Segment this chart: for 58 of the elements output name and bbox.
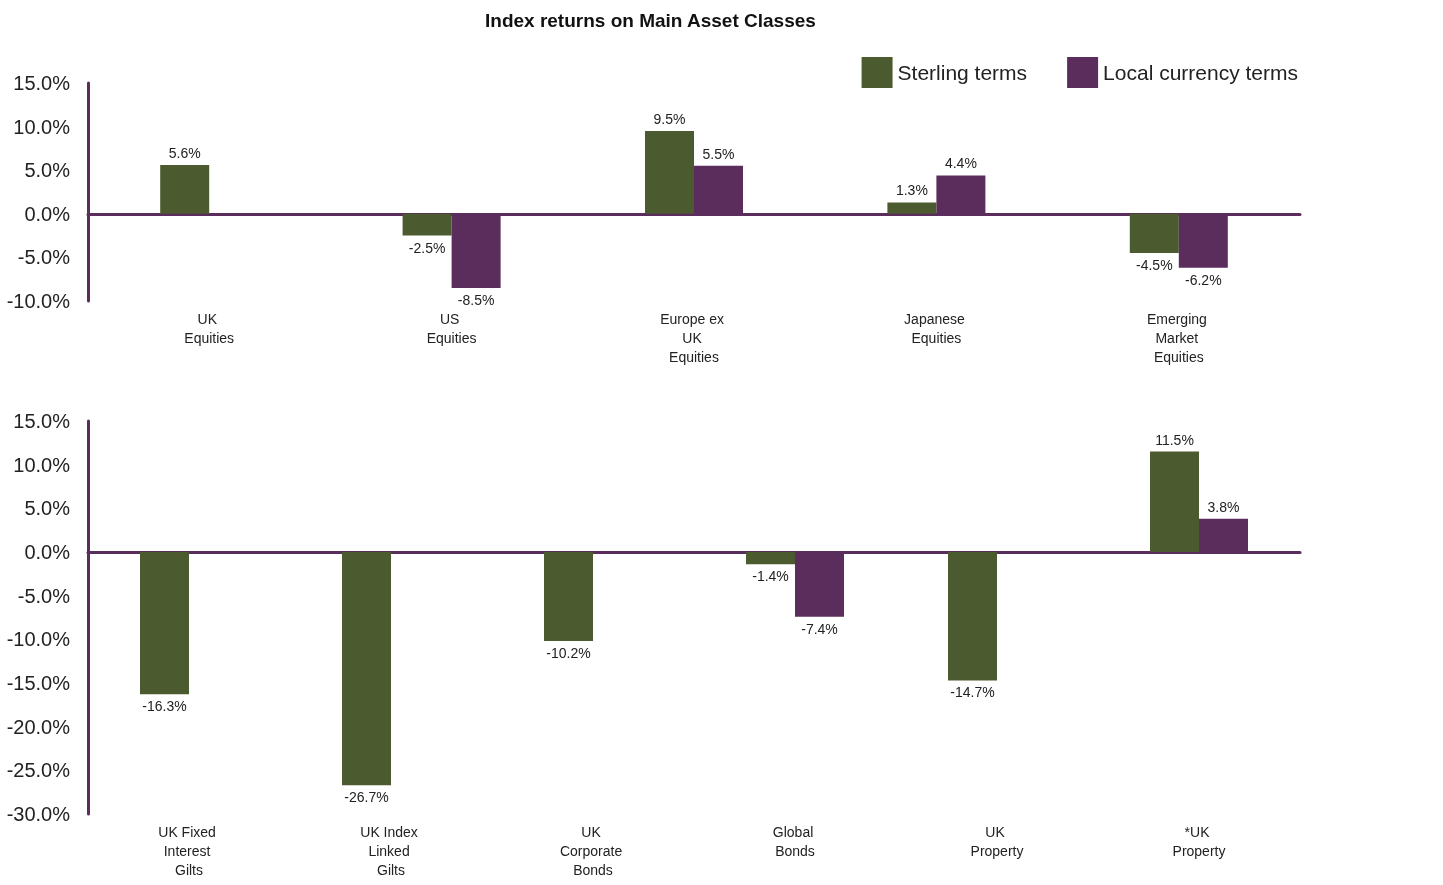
data-label: 5.6% [168,144,201,161]
x-tick-label: US Equities [426,310,477,346]
x-tick-label: UK Property [970,823,1024,859]
bar [160,164,210,214]
y-tick-label: -30.0% [6,803,71,825]
data-label: -8.5% [457,291,495,308]
data-label: -16.3% [142,698,187,715]
data-label: -4.5% [1136,257,1173,274]
data-label: 4.4% [944,155,977,172]
y-tick-label: -25.0% [6,759,71,782]
data-label: -6.2% [1185,271,1222,288]
data-label: -10.2% [546,645,591,662]
chart-title: Index returns on Main Asset Classes [485,10,816,31]
y-tick-label: 0.0% [24,541,71,563]
bar [645,130,694,214]
y-tick-label: -5.0% [17,246,71,269]
bar [544,552,593,642]
y-tick-label: -15.0% [6,672,71,694]
data-label: -7.4% [801,620,838,637]
bar [887,202,937,214]
y-tick-label: 10.0% [13,453,71,476]
x-tick-label: UK Fixed Interest Gilts [158,823,220,878]
y-tick-label: 5.0% [24,497,71,520]
y-tick-label: 0.0% [24,202,71,225]
bar [1129,213,1179,254]
data-label: 11.5% [1155,431,1194,448]
y-tick-label: -10.0% [6,290,71,312]
data-label: -1.4% [752,568,789,585]
y-tick-label: 10.0% [13,115,71,138]
data-label: 3.8% [1207,498,1240,515]
x-tick-label: UK Corporate Bonds [559,823,627,878]
bar [746,552,795,565]
bar [948,552,997,681]
bar [1150,451,1199,552]
bar [342,552,391,786]
legend-label: Local currency terms [1103,61,1299,84]
x-tick-label: Global Bonds [772,823,818,859]
x-tick-label: UK Equities [184,310,235,346]
y-tick-label: 15.0% [13,72,71,94]
data-label: -26.7% [344,789,389,806]
data-label: 1.3% [895,182,928,199]
legend-label: Sterling terms [897,61,1028,84]
x-tick-label: Europe ex UK Equities [660,310,728,365]
x-tick-label: Japanese Equities [904,310,969,346]
y-tick-label: -20.0% [6,715,71,738]
data-label: 5.5% [702,145,735,162]
y-tick-label: -5.0% [17,584,71,607]
x-tick-label: Emerging Market Equities [1146,310,1211,365]
x-tick-label: *UK Property [1172,823,1226,859]
y-tick-label: 15.0% [13,410,71,432]
data-label: -2.5% [408,239,446,256]
bar [402,213,452,236]
data-label: -14.7% [950,684,995,701]
data-label: 9.5% [653,110,686,127]
x-tick-label: UK Index Linked Gilts [360,823,422,878]
y-tick-label: 5.0% [24,159,71,182]
y-tick-label: -10.0% [6,628,71,651]
bar [140,552,189,695]
